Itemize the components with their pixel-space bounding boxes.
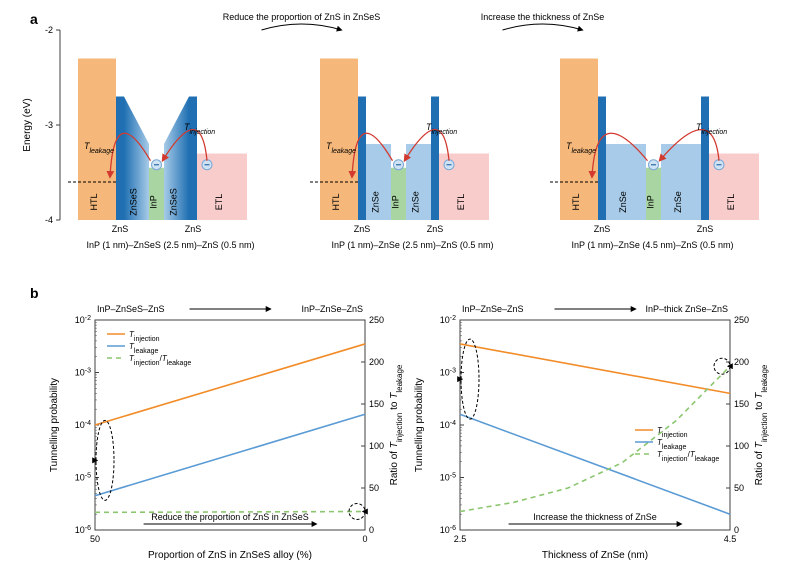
svg-text:Tinjection/Tleakage: Tinjection/Tleakage — [129, 354, 191, 367]
svg-text:Tinjection: Tinjection — [129, 330, 160, 343]
svg-text:200: 200 — [734, 357, 749, 367]
svg-text:ZnS: ZnS — [594, 224, 611, 234]
svg-text:Thickness of ZnSe (nm): Thickness of ZnSe (nm) — [542, 550, 648, 561]
svg-text:10-2: 10-2 — [75, 315, 91, 326]
svg-text:HTL: HTL — [571, 193, 581, 210]
svg-text:Tleakage: Tleakage — [129, 342, 159, 355]
svg-text:150: 150 — [369, 399, 384, 409]
svg-text:ETL: ETL — [456, 194, 466, 211]
svg-text:ZnSe: ZnSe — [371, 191, 381, 213]
svg-text:Energy (eV): Energy (eV) — [22, 98, 33, 151]
svg-text:200: 200 — [369, 357, 384, 367]
svg-text:Tleakage: Tleakage — [657, 438, 687, 451]
svg-text:ETL: ETL — [726, 194, 736, 211]
svg-text:Tunnelling probability: Tunnelling probability — [414, 378, 425, 472]
svg-text:ZnSeS: ZnSeS — [129, 188, 139, 216]
svg-text:4.5: 4.5 — [724, 534, 737, 544]
svg-text:10-4: 10-4 — [75, 420, 91, 431]
svg-text:InP: InP — [149, 195, 159, 209]
svg-text:InP–ZnSeS–ZnS: InP–ZnSeS–ZnS — [97, 304, 165, 314]
svg-text:InP–thick ZnSe–ZnS: InP–thick ZnSe–ZnS — [645, 304, 728, 314]
svg-text:ETL: ETL — [214, 194, 224, 211]
svg-text:InP: InP — [646, 195, 656, 209]
svg-text:-3: -3 — [45, 120, 53, 130]
svg-text:InP–ZnSe–ZnS: InP–ZnSe–ZnS — [462, 304, 524, 314]
svg-text:Reduce the proportion of ZnS i: Reduce the proportion of ZnS in ZnSeS — [151, 512, 309, 522]
svg-text:10-6: 10-6 — [75, 525, 91, 536]
svg-text:HTL: HTL — [331, 193, 341, 210]
svg-text:Increase the thickness of ZnSe: Increase the thickness of ZnSe — [533, 512, 657, 522]
svg-text:ZnSe: ZnSe — [673, 191, 683, 213]
svg-text:100: 100 — [369, 441, 384, 451]
svg-text:2.5: 2.5 — [454, 534, 467, 544]
svg-text:Ratio of Tinjection to Tleakag: Ratio of Tinjection to Tleakage — [754, 364, 769, 485]
svg-text:10-4: 10-4 — [440, 420, 456, 431]
svg-text:10-5: 10-5 — [75, 472, 91, 483]
svg-text:Tinjection/Tleakage: Tinjection/Tleakage — [657, 450, 719, 463]
svg-text:0: 0 — [362, 534, 367, 544]
svg-text:a: a — [30, 11, 38, 27]
svg-text:ZnSeS: ZnSeS — [169, 188, 179, 216]
svg-text:-4: -4 — [45, 215, 53, 225]
svg-text:Proportion of ZnS in ZnSeS all: Proportion of ZnS in ZnSeS alloy (%) — [148, 550, 312, 561]
svg-text:Tinjection: Tinjection — [426, 122, 457, 136]
svg-text:150: 150 — [734, 399, 749, 409]
svg-text:ZnSe: ZnSe — [618, 191, 628, 213]
svg-text:b: b — [30, 285, 39, 301]
svg-text:250: 250 — [369, 315, 384, 325]
svg-text:ZnS: ZnS — [112, 224, 129, 234]
svg-text:50: 50 — [734, 483, 744, 493]
figure-svg: a -2 -3 -4 Energy (eV) Reduce the proportion … — [0, 0, 790, 583]
svg-text:InP (1 nm)–ZnSe (4.5 nm)–ZnS (: InP (1 nm)–ZnSe (4.5 nm)–ZnS (0.5 nm) — [572, 240, 734, 250]
svg-text:Tunnelling probability: Tunnelling probability — [49, 378, 60, 472]
svg-text:InP: InP — [391, 195, 401, 209]
svg-text:InP–ZnSe–ZnS: InP–ZnSe–ZnS — [301, 304, 363, 314]
svg-text:ZnS: ZnS — [697, 224, 714, 234]
svg-text:Ratio of Tinjection to Tleakag: Ratio of Tinjection to Tleakage — [389, 364, 404, 485]
svg-text:Tinjection: Tinjection — [184, 122, 215, 136]
svg-text:0: 0 — [369, 525, 374, 535]
svg-text:Tinjection: Tinjection — [696, 122, 727, 136]
svg-text:HTL: HTL — [89, 193, 99, 210]
svg-text:Increase the thickness of ZnSe: Increase the thickness of ZnSe — [481, 12, 605, 22]
svg-text:10-2: 10-2 — [440, 315, 456, 326]
svg-text:10-5: 10-5 — [440, 472, 456, 483]
svg-text:InP (1 nm)–ZnSe (2.5 nm)–ZnS (: InP (1 nm)–ZnSe (2.5 nm)–ZnS (0.5 nm) — [332, 240, 494, 250]
svg-text:InP (1 nm)–ZnSeS (2.5 nm)–ZnS: InP (1 nm)–ZnSeS (2.5 nm)–ZnS (0.5 nm) — [87, 240, 255, 250]
svg-text:-2: -2 — [45, 25, 53, 35]
svg-text:50: 50 — [369, 483, 379, 493]
svg-text:10-3: 10-3 — [75, 367, 91, 378]
svg-text:50: 50 — [90, 534, 100, 544]
svg-text:Reduce the proportion of ZnS i: Reduce the proportion of ZnS in ZnSeS — [223, 12, 381, 22]
svg-text:100: 100 — [734, 441, 749, 451]
svg-text:ZnS: ZnS — [185, 224, 202, 234]
svg-text:250: 250 — [734, 315, 749, 325]
svg-text:Tinjection: Tinjection — [657, 426, 688, 439]
svg-text:ZnS: ZnS — [427, 224, 444, 234]
svg-text:ZnSe: ZnSe — [411, 191, 421, 213]
svg-text:ZnS: ZnS — [354, 224, 371, 234]
svg-text:10-3: 10-3 — [440, 367, 456, 378]
